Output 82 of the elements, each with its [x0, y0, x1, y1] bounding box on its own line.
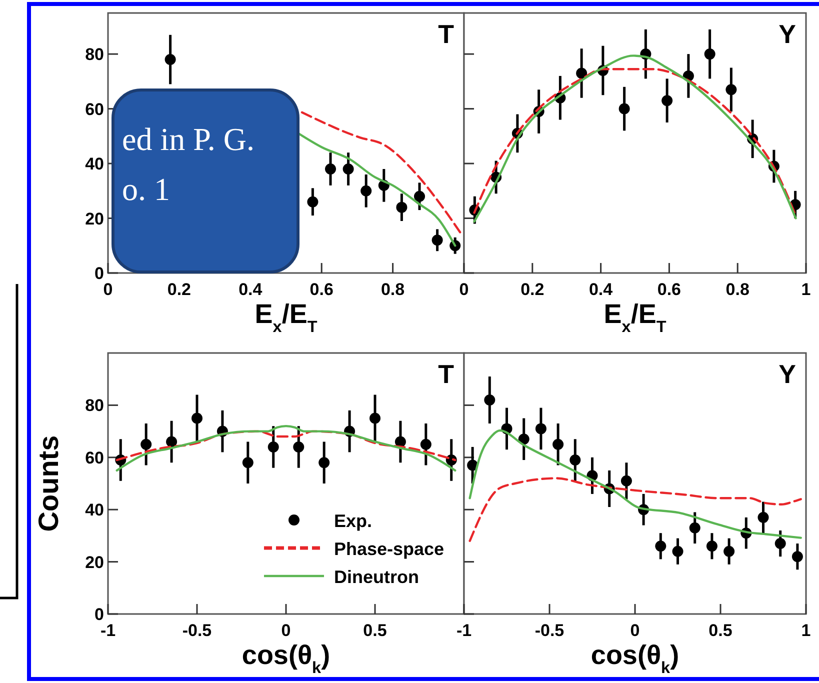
annotation: ed in P. G. [122, 121, 254, 157]
point [192, 412, 202, 424]
point [618, 103, 630, 114]
point [552, 438, 564, 450]
point [672, 546, 684, 557]
point [242, 457, 254, 468]
point [325, 164, 336, 174]
x-tick-label: 0.4 [238, 280, 263, 299]
x-tick-label: -0.5 [534, 621, 564, 640]
x-tick-label: 0 [281, 621, 291, 640]
x-tick-label: 0.6 [657, 280, 682, 299]
point [484, 394, 496, 406]
point [518, 434, 530, 445]
x-tick-label: 1 [801, 621, 811, 640]
point [570, 454, 581, 466]
point [689, 522, 700, 534]
y-tick-label: 20 [85, 552, 104, 572]
point [792, 551, 803, 562]
point [655, 540, 666, 552]
point [396, 202, 408, 213]
x-axis-title: E$_{x}$/E$_{T}$ [254, 299, 318, 336]
x-tick-label: -1 [100, 621, 116, 640]
x-tick-label: 0.8 [380, 280, 405, 299]
point [414, 190, 425, 202]
x-tick-label: 0.2 [520, 280, 544, 299]
annotation: o. 1 [122, 171, 170, 207]
x-tick-label: 0.5 [363, 621, 387, 640]
point [394, 436, 406, 448]
x-tick-label: 0 [459, 280, 469, 299]
line-series [300, 111, 462, 234]
point [432, 234, 443, 246]
legend-label: Phase-space [334, 539, 444, 559]
point [293, 441, 304, 452]
chart-title: T [438, 359, 454, 389]
x-tick-label: -1 [456, 621, 472, 640]
legend-label: Dineutron [334, 567, 419, 587]
y-tick-label: 60 [85, 100, 104, 119]
y-tick-label: 80 [85, 45, 104, 64]
legend-label: Exp. [334, 511, 372, 531]
point [774, 538, 786, 550]
point [535, 423, 546, 434]
point [726, 84, 737, 96]
point [620, 475, 632, 486]
point [576, 68, 588, 79]
x-axis-title: E$_{x}$/E$_{T}$ [604, 299, 666, 336]
x-tick-label: 0.2 [167, 280, 192, 299]
y-tick-label: 60 [85, 448, 104, 468]
y-tick-label: 40 [85, 500, 104, 520]
y-tick-label: 0 [94, 264, 104, 283]
chart-title: Y [778, 359, 796, 389]
y-tick-label: 20 [85, 209, 104, 228]
point [140, 438, 152, 450]
x-tick-label: 0 [630, 621, 640, 640]
point [307, 196, 318, 208]
point [724, 546, 735, 557]
y-axis-title: Counts [33, 435, 64, 532]
x-tick-label: 1 [801, 280, 811, 299]
chart-title: T [438, 19, 454, 49]
y-tick-label: 0 [94, 605, 104, 624]
line-series [116, 424, 456, 472]
point [360, 185, 372, 196]
point [164, 54, 176, 66]
y-tick-label: 40 [85, 154, 104, 174]
point [420, 438, 432, 450]
point [704, 48, 716, 60]
x-tick-label: 0.5 [708, 621, 732, 640]
point [662, 95, 673, 106]
point [370, 412, 380, 424]
point [268, 441, 279, 452]
point [318, 457, 330, 468]
point [758, 512, 769, 523]
point [166, 436, 178, 448]
y-tick-label: 80 [85, 396, 104, 416]
x-tick-label: -0.5 [182, 621, 212, 640]
chart-title: Y [778, 19, 796, 49]
point [342, 164, 354, 174]
point [706, 540, 718, 552]
x-tick-label: 0.4 [588, 280, 614, 299]
x-tick-label: 0.8 [726, 280, 750, 299]
x-tick-label: 0.6 [310, 280, 334, 299]
x-axis-title: cos(θ$_{k}$) [242, 640, 330, 677]
x-axis-title: cos(θ$_{k}$) [590, 640, 680, 677]
